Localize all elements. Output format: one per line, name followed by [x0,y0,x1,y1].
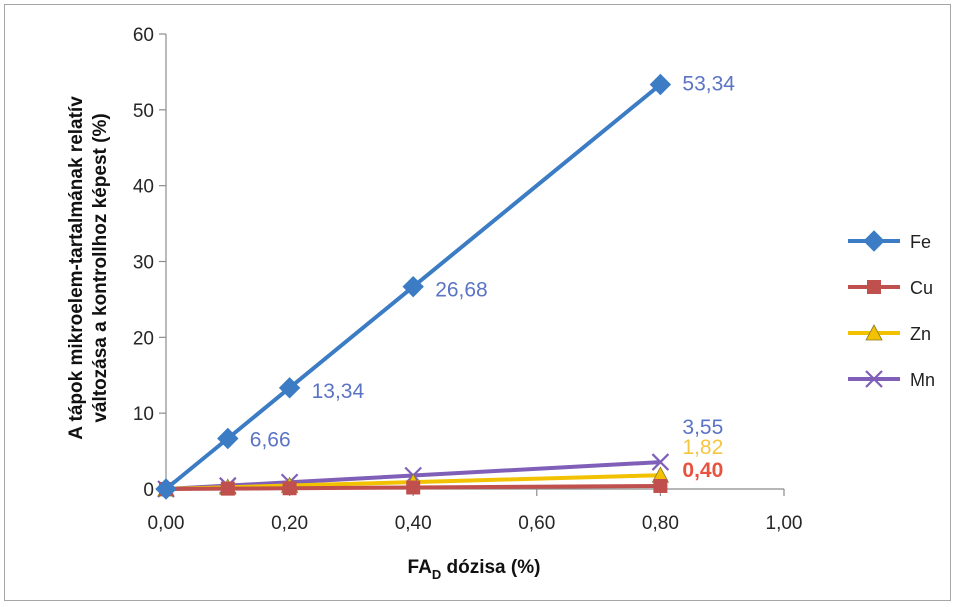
x-axis-title-rest: dózisa (%) [441,557,540,578]
data-label-fe: 13,34 [312,380,365,403]
x-axis-title-main: FA [408,557,433,578]
legend-item-fe: Fe [848,230,931,252]
x-axis-title-subscript: D [432,567,441,582]
x-tick-label: 0,80 [642,513,679,534]
legend-marker-zn [865,324,883,341]
y-axis-title-line-2: változása a kontrollhoz képest (%) [90,113,111,422]
y-tick-label: 10 [133,404,154,425]
data-point-cu [653,478,668,493]
chart-frame [4,4,951,601]
legend-marker-cu [867,280,881,294]
x-marker-stroke-b [865,370,883,388]
x-tick-label: 0,20 [271,513,308,534]
legend-item-cu: Cu [848,278,933,298]
y-tick-label: 20 [133,328,154,349]
series-cu [159,478,668,496]
data-point-cu [282,481,297,496]
x-tick-label: 0,40 [395,513,432,534]
legend-marker-fe [863,230,885,252]
data-label-cu: 0,40 [682,459,723,482]
data-point-fe [155,478,177,500]
y-axis-title-line-1: A tápok mikroelem-tartalmának relatív [66,96,87,440]
legend-marker-mn [865,370,883,388]
y-tick-label: 40 [133,177,154,198]
data-point-fe [217,427,239,450]
legend-label: Mn [910,370,935,390]
x-tick-label: 1,00 [766,513,803,534]
data-label-mn: 3,55 [682,416,723,439]
legend-item-zn: Zn [848,324,931,344]
data-point-fe [402,275,424,298]
x-tick-label: 0,60 [518,513,555,534]
legend-label: Cu [910,278,933,298]
x-marker-stroke-b [651,453,670,471]
data-point-cu [220,481,235,496]
x-axis-title: FAD dózisa (%) [408,557,541,582]
data-point-mn [651,453,670,471]
data-point-cu [406,480,421,495]
y-tick-label: 50 [133,101,154,122]
y-tick-label: 30 [133,253,154,274]
legend: Fe Cu Zn Mn [848,230,935,390]
data-label-zn: 1,82 [682,436,723,459]
data-label-fe: 53,34 [682,73,735,96]
series-fe [155,73,672,500]
plot-area: 0 10 20 30 40 50 60 0,00 0,20 0,40 0,60 0,80 1,00 53,… [133,25,803,534]
y-tick-label: 0 [143,480,154,501]
data-point-fe [278,377,301,399]
data-label-fe: 26,68 [435,279,488,302]
legend-label: Fe [910,232,931,252]
y-axis-title: A tápok mikroelem-tartalmának relatív vá… [66,96,111,440]
y-tick-label: 60 [133,25,154,46]
x-tick-label: 0,00 [148,513,185,534]
legend-item-mn: Mn [848,370,935,390]
data-label-fe: 6,66 [250,428,291,451]
data-point-fe [649,73,672,96]
legend-label: Zn [910,324,931,344]
